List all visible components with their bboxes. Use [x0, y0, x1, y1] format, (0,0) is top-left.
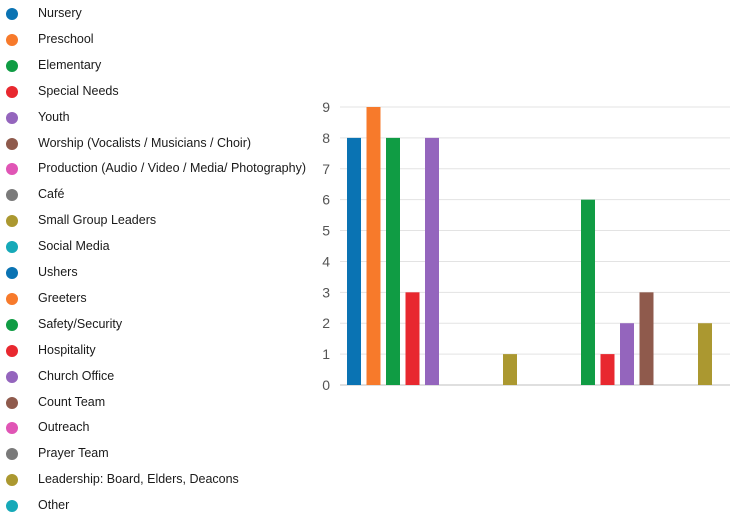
legend-label: Worship (Vocalists / Musicians / Choir)	[38, 135, 252, 150]
bar	[581, 199, 595, 385]
y-tick-label: 1	[322, 346, 330, 362]
bar	[366, 107, 381, 385]
legend-swatch	[6, 215, 18, 228]
y-tick-label: 2	[322, 315, 330, 331]
legend-label: Café	[38, 187, 65, 202]
legend-label: Special Needs	[38, 83, 119, 98]
bar	[698, 323, 712, 385]
y-axis-ticks: 0 1 2 3 4 5 6 7 8 9	[322, 99, 330, 393]
legend-label: Leadership: Board, Elders, Deacons	[38, 472, 239, 487]
y-tick-label: 3	[322, 284, 330, 300]
legend-label: Safety/Security	[38, 316, 123, 331]
y-tick-label: 6	[322, 192, 330, 208]
bar	[425, 137, 439, 385]
legend-swatch	[6, 448, 18, 461]
grid-lines	[340, 106, 730, 386]
legend-label: Greeters	[38, 290, 87, 305]
legend-label: Ushers	[38, 265, 78, 279]
legend-swatch	[6, 85, 18, 98]
legend-label: Count Team	[38, 394, 106, 409]
legend-swatch	[6, 292, 18, 305]
legend-label: Social Media	[38, 239, 110, 254]
legend-swatch	[6, 474, 18, 487]
legend-label: Youth	[38, 109, 70, 124]
legend-label: Production (Audio / Video / Media/ Photo…	[38, 161, 306, 176]
legend-swatch	[6, 111, 18, 124]
bar	[620, 323, 634, 385]
bar	[639, 292, 654, 385]
bar-chart: 0 1 2 3 4 5 6 7 8 9	[322, 99, 730, 393]
legend-label: Church Office	[38, 368, 115, 383]
chart-legend: Nursery Preschool Elementary Special Needs Y…	[0, 0, 330, 524]
legend-label: Elementary	[38, 57, 102, 72]
bar	[347, 137, 361, 385]
legend-swatch	[6, 8, 18, 20]
legend-label: Small Group Leaders	[38, 213, 157, 228]
legend-swatch	[6, 59, 18, 72]
bar	[503, 354, 517, 385]
y-tick-label: 8	[322, 130, 330, 146]
legend-label: Prayer Team	[38, 446, 109, 461]
legend-label: Other	[38, 498, 70, 513]
legend-swatch	[6, 422, 18, 435]
legend-swatch	[6, 33, 18, 46]
y-tick-label: 7	[322, 161, 330, 177]
y-tick-label: 0	[322, 377, 330, 393]
legend-label: Preschool	[38, 31, 94, 46]
legend-swatch	[6, 318, 18, 331]
y-tick-label: 4	[322, 253, 330, 269]
bar	[600, 354, 615, 385]
legend-swatch	[6, 189, 18, 202]
legend-swatch	[6, 267, 18, 279]
legend-label: Outreach	[38, 420, 90, 435]
legend-swatch	[6, 396, 18, 409]
bars	[347, 107, 712, 385]
legend-swatch	[6, 241, 18, 254]
legend-swatch	[6, 137, 18, 150]
legend-swatch	[6, 370, 18, 383]
legend-swatch	[6, 500, 18, 513]
bar	[386, 137, 400, 385]
legend-label: Hospitality	[38, 342, 96, 357]
legend-label: Nursery	[38, 6, 82, 20]
legend-swatch	[6, 163, 18, 176]
y-tick-label: 9	[322, 99, 330, 115]
bar	[405, 292, 420, 385]
y-tick-label: 5	[322, 223, 330, 239]
legend-swatch	[6, 344, 18, 357]
